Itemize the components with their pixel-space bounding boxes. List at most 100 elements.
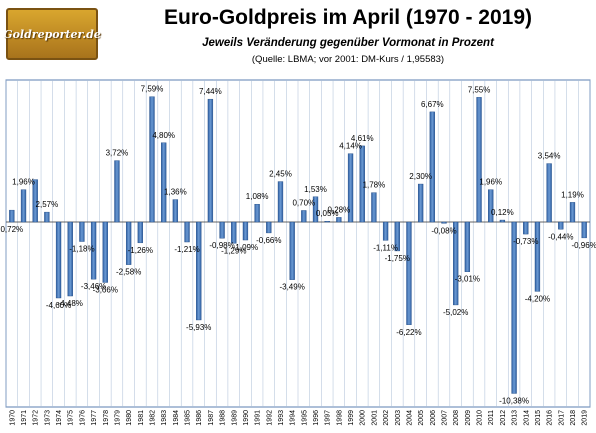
bar-1983 — [161, 142, 167, 223]
x-tick-1978: 1978 — [103, 410, 110, 426]
x-tick-1975: 1975 — [68, 410, 75, 426]
bar-1978 — [102, 221, 108, 283]
x-tick-1981: 1981 — [138, 410, 145, 426]
bar-1994 — [289, 221, 295, 280]
bar-2001 — [371, 192, 377, 223]
x-tick-2019: 2019 — [582, 410, 589, 426]
data-label-1996: 1,53% — [304, 185, 327, 194]
data-label-2008: -5,02% — [443, 308, 468, 317]
bar-2014 — [523, 221, 529, 235]
x-tick-1977: 1977 — [91, 410, 98, 426]
chart-title: Euro-Goldpreis im April (1970 - 2019) — [164, 6, 532, 29]
data-label-1985: -1,21% — [174, 245, 199, 254]
bar-1972 — [32, 179, 38, 223]
bar-2012 — [499, 219, 506, 223]
data-label-1979: 3,72% — [106, 149, 129, 158]
bar-2002 — [382, 221, 389, 241]
bar-1991 — [254, 203, 260, 223]
bar-2000 — [359, 145, 365, 223]
bar-1993 — [277, 181, 284, 223]
data-label-2003: -1,75% — [385, 254, 410, 263]
x-tick-1989: 1989 — [231, 410, 238, 426]
data-label-2016: 3,54% — [538, 152, 561, 161]
bar-1990 — [242, 221, 249, 241]
data-label-1987: 7,44% — [199, 87, 222, 96]
data-label-2013: -10,38% — [499, 396, 529, 405]
logo-text: Goldreporter.de — [3, 27, 101, 41]
bar-2007 — [441, 221, 447, 224]
x-tick-1986: 1986 — [196, 410, 203, 426]
data-label-1998: 0,28% — [328, 205, 351, 214]
x-tick-2003: 2003 — [395, 410, 402, 426]
data-label-2011: 1,96% — [479, 178, 502, 187]
data-label-2014: -0,73% — [513, 237, 538, 246]
data-label-1984: 1,36% — [164, 188, 187, 197]
data-label-2006: 6,67% — [421, 100, 444, 109]
x-tick-1996: 1996 — [313, 410, 320, 426]
bar-1987 — [207, 98, 214, 223]
data-label-1995: 0,70% — [292, 198, 315, 207]
chart-subtitle: Jeweils Veränderung gegenüber Vormonat i… — [202, 37, 494, 49]
x-tick-2006: 2006 — [430, 410, 437, 426]
x-tick-1997: 1997 — [325, 410, 332, 426]
data-labels: 0,72%1,96%2,57%-4,60%-4,48%-1,18%-3,46%-… — [0, 85, 596, 406]
data-label-1986: -5,93% — [186, 323, 211, 332]
data-label-1983: 4,80% — [152, 131, 175, 140]
bar-2008 — [453, 221, 459, 306]
chart-source: (Quelle: LBMA; vor 2001: DM-Kurs / 1,955… — [251, 54, 445, 65]
x-tick-1988: 1988 — [220, 410, 227, 426]
x-tick-2000: 2000 — [360, 410, 367, 426]
x-tick-2007: 2007 — [442, 410, 449, 426]
data-label-1977: -3,46% — [81, 282, 106, 291]
data-label-1970: 0,72% — [0, 225, 23, 234]
x-tick-2017: 2017 — [558, 410, 565, 426]
data-label-2000: 4,61% — [351, 134, 374, 143]
data-label-2002: -1,11% — [373, 243, 398, 252]
bar-1995 — [301, 210, 307, 223]
bar-2006 — [429, 111, 435, 223]
x-tick-2009: 2009 — [465, 410, 472, 426]
data-label-1997: 0,05% — [316, 209, 339, 218]
data-label-2009: -3,01% — [455, 275, 480, 284]
data-label-2010: 7,55% — [468, 85, 491, 94]
x-tick-2018: 2018 — [570, 410, 577, 426]
bar-2015 — [534, 221, 541, 292]
gridlines — [5, 80, 591, 407]
data-label-1978: -3,66% — [93, 285, 118, 294]
x-tick-1994: 1994 — [290, 410, 297, 426]
x-tick-2004: 2004 — [406, 410, 413, 426]
x-tick-1993: 1993 — [278, 410, 285, 426]
x-tick-1976: 1976 — [79, 410, 86, 426]
x-tick-2010: 2010 — [477, 410, 484, 426]
x-tick-1979: 1979 — [114, 410, 121, 426]
data-label-1971: 1,96% — [12, 178, 35, 187]
goldreporter-logo: Goldreporter.de — [3, 8, 101, 60]
bar-2003 — [394, 221, 400, 252]
x-tick-2011: 2011 — [488, 410, 495, 425]
data-label-1976: -1,18% — [69, 245, 94, 254]
x-tick-1995: 1995 — [301, 410, 308, 426]
x-tick-1992: 1992 — [266, 410, 273, 426]
data-label-1999: 4,14% — [339, 142, 362, 151]
x-tick-1991: 1991 — [255, 410, 262, 426]
x-tick-2005: 2005 — [418, 410, 425, 426]
x-tick-2008: 2008 — [453, 410, 460, 426]
bar-1997 — [324, 221, 330, 223]
x-tick-1985: 1985 — [185, 410, 192, 426]
bar-2004 — [406, 221, 412, 325]
data-label-1975: -4,48% — [58, 299, 83, 308]
bar-2011 — [488, 189, 494, 223]
x-tick-1999: 1999 — [348, 410, 355, 426]
x-tick-1972: 1972 — [33, 410, 40, 426]
data-label-1994: -3,49% — [279, 283, 304, 292]
x-tick-1970: 1970 — [9, 410, 16, 426]
bar-1985 — [184, 221, 190, 243]
bars — [9, 96, 587, 394]
data-label-1991: 1,08% — [246, 192, 269, 201]
data-label-1990: -1,09% — [233, 243, 258, 252]
data-label-1982: 7,59% — [141, 85, 164, 94]
bar-1982 — [149, 96, 155, 223]
data-label-1988: -0,98% — [209, 241, 234, 250]
data-label-2005: 2,30% — [409, 172, 432, 181]
